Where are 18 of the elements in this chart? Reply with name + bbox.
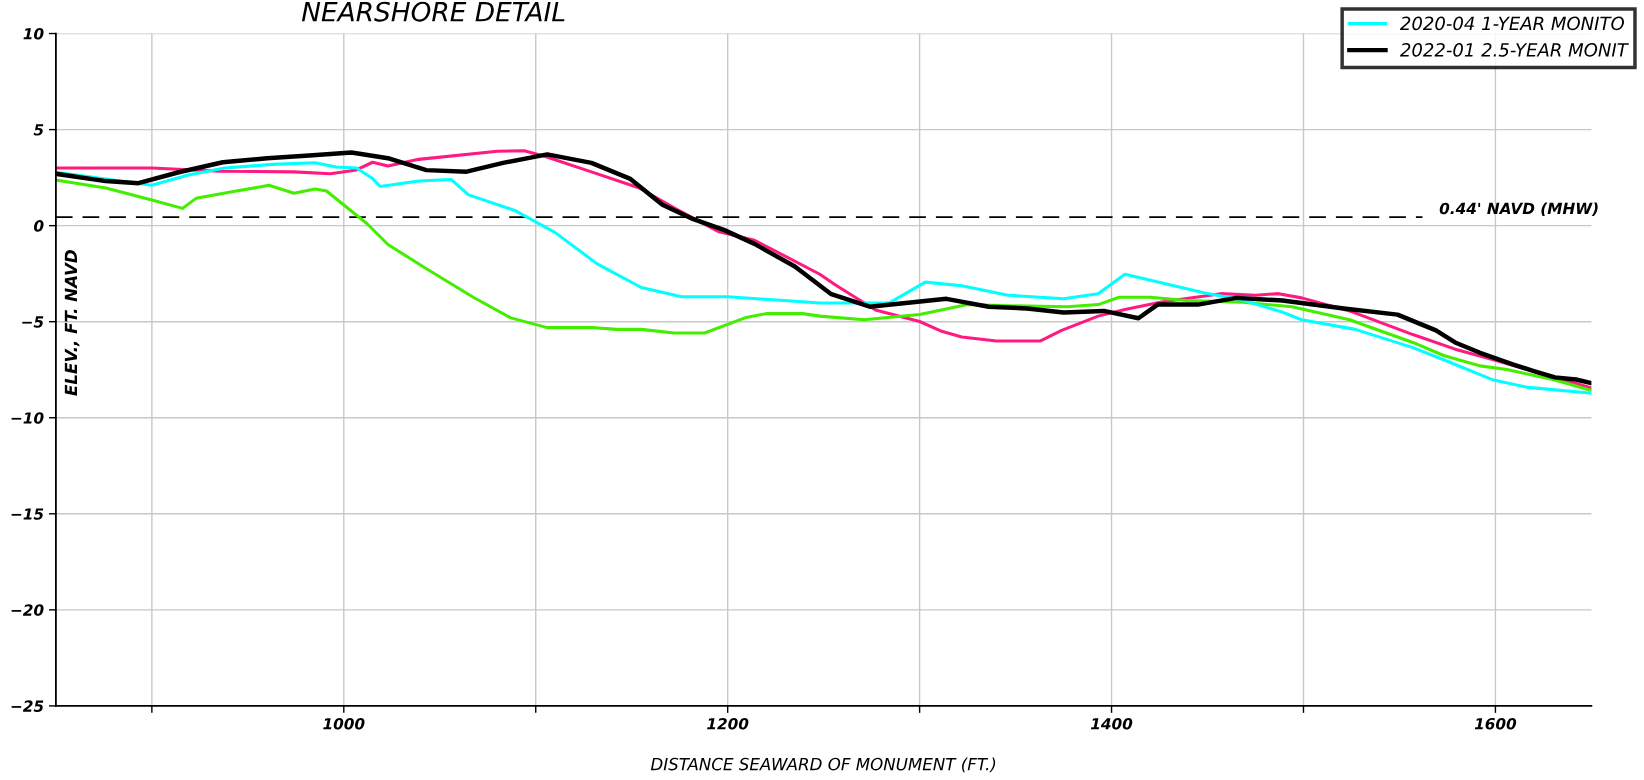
legend-label: 2022-01 2.5-YEAR MONIT: [1400, 43, 1629, 57]
x-axis-title: DISTANCE SEAWARD OF MONUMENT (FT.): [650, 757, 996, 773]
y-tick-label: −20: [11, 604, 44, 616]
x-tick-label: 1600: [1474, 717, 1517, 730]
y-tick-label: 10: [23, 28, 44, 40]
y-axis-title: ELEV., FT. NAVD: [64, 250, 80, 396]
x-tick-label: 1200: [707, 717, 749, 730]
y-tick-label: −10: [11, 412, 44, 424]
y-tick-label: −5: [22, 316, 44, 328]
y-tick-label: 0: [34, 220, 44, 232]
legend-label: 2020-04 1-YEAR MONITO: [1400, 16, 1625, 31]
y-tick-label: 5: [33, 124, 44, 136]
x-tick-label: 1400: [1090, 717, 1133, 730]
y-tick-label: −25: [11, 700, 44, 712]
y-tick-label: −15: [11, 508, 44, 520]
chart-title: NEARSHORE DETAIL: [301, 1, 565, 22]
ref-line-label: 0.44' NAVD (MHW): [1439, 202, 1598, 217]
x-tick-label: 1000: [323, 717, 365, 730]
